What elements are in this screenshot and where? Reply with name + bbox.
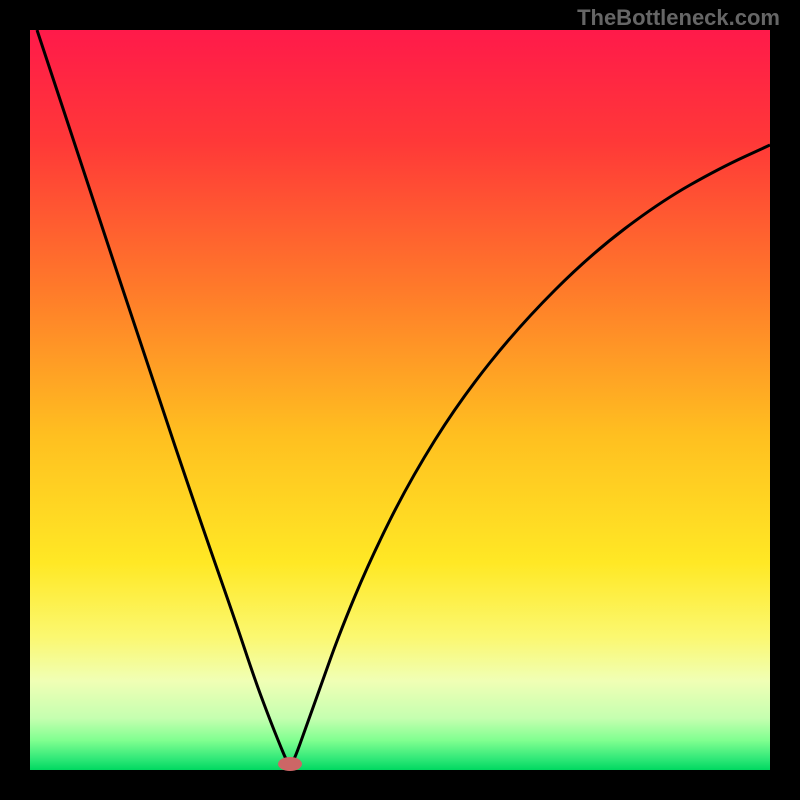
watermark-text: TheBottleneck.com <box>577 5 780 31</box>
minimum-marker <box>278 757 302 771</box>
plot-area <box>30 30 770 770</box>
curve-right-branch <box>292 145 770 763</box>
curve-left-branch <box>37 30 288 763</box>
bottleneck-curve <box>30 30 770 770</box>
